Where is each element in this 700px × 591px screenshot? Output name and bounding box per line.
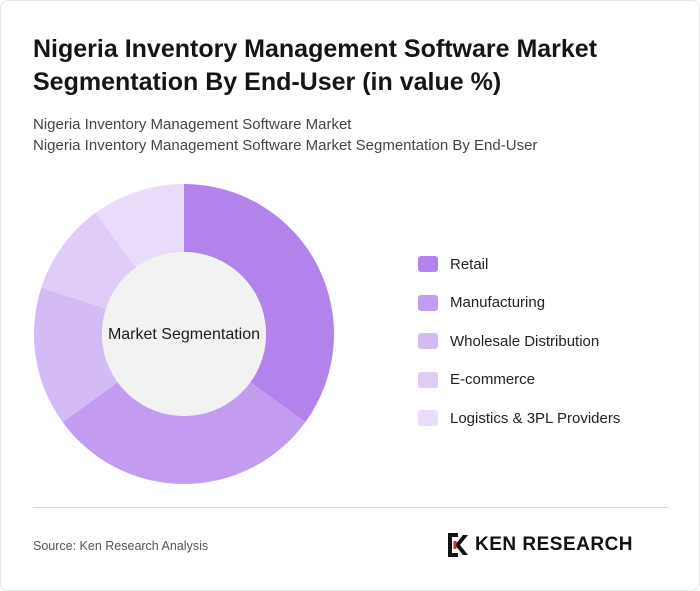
subtitle-line-2: Nigeria Inventory Management Software Ma… [33,137,538,154]
donut-slice-retail [184,184,334,423]
donut-slice-e-commerce [41,212,136,309]
donut-slice-wholesale-distribution [33,287,118,423]
legend-label: Wholesale Distribution [450,332,600,350]
donut-hole [102,252,266,416]
chart-title: Nigeria Inventory Management Software Ma… [33,35,598,96]
legend-item-e-commerce: E-commerce [418,361,688,400]
legend-item-manufacturing: Manufacturing [418,284,688,323]
legend-swatch [418,256,438,273]
chart-subtitle: Nigeria Inventory Management Software Ma… [33,114,673,156]
legend-label: Retail [450,255,489,273]
legend-swatch [418,371,438,388]
donut-chart: Market Segmentation [33,184,334,484]
legend-swatch [418,410,438,427]
donut-slice-manufacturing [62,382,306,484]
footer-divider [33,507,669,508]
ken-research-logo: KEN RESEARCH [447,531,671,559]
donut-slices [33,184,334,484]
chart-legend: Retail Manufacturing Wholesale Distributio… [418,245,688,438]
source-note: Source: Ken Research Analysis [33,539,209,553]
donut-center-label: Market Segmentation [108,326,260,343]
legend-swatch [418,294,438,311]
subtitle-line-1: Nigeria Inventory Management Software Ma… [33,116,352,133]
ken-research-logo-icon [448,533,468,557]
legend-item-logistics-3pl-providers: Logistics & 3PL Providers [418,399,688,438]
legend-label: Manufacturing [450,294,546,312]
legend-swatch [418,333,438,350]
donut-slice-logistics-3pl-providers [95,184,184,268]
legend-item-wholesale-distribution: Wholesale Distribution [418,322,688,361]
ken-research-logo-text: KEN RESEARCH [475,534,634,555]
legend-label: Logistics & 3PL Providers [450,409,621,427]
legend-label: E-commerce [450,371,536,389]
legend-item-retail: Retail [418,245,688,284]
